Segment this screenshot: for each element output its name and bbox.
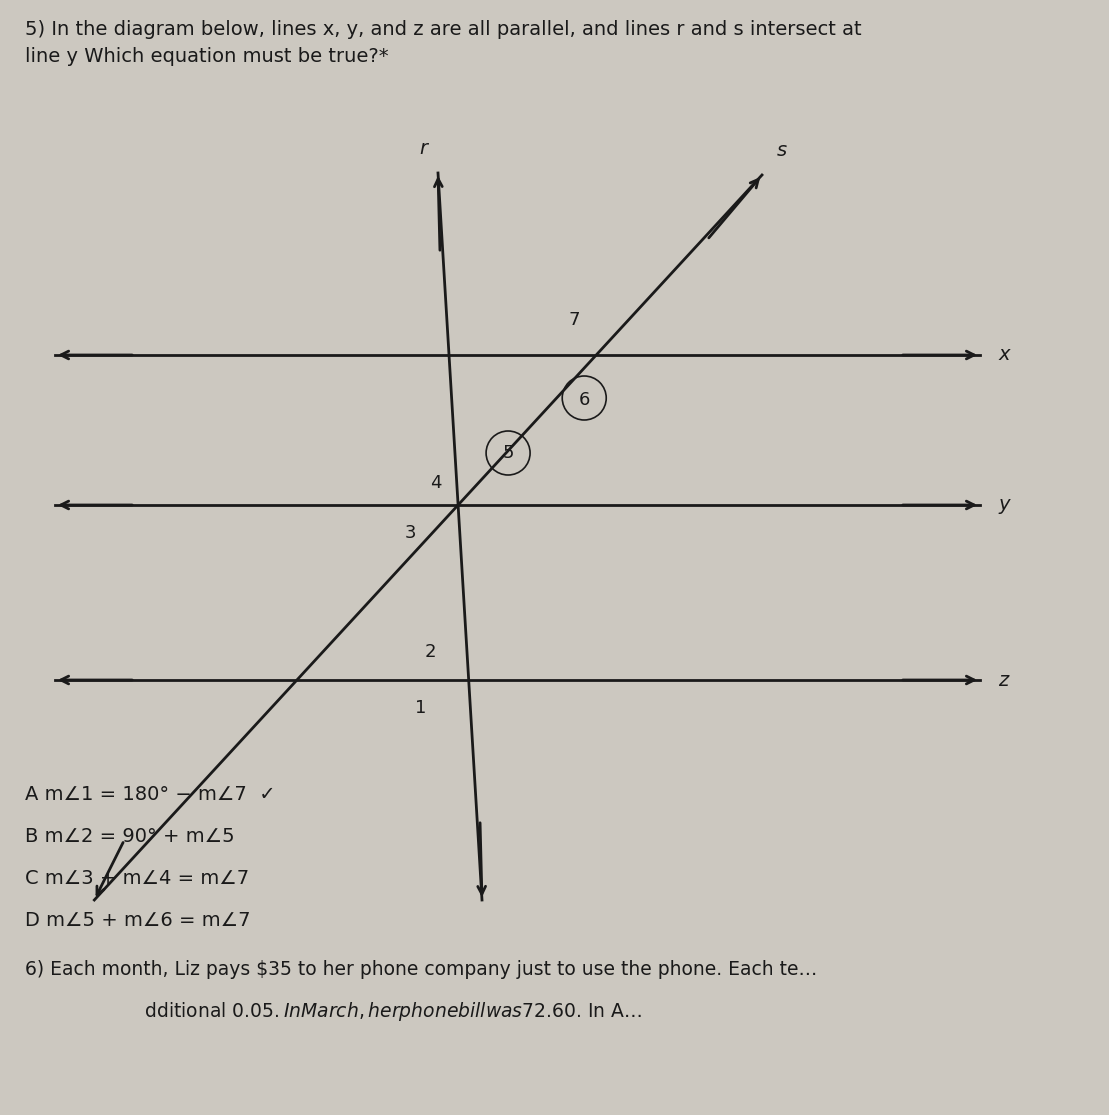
Text: 3: 3 (405, 524, 416, 542)
Text: 5: 5 (502, 444, 513, 462)
Text: 6) Each month, Liz pays $35 to her phone company just to use the phone. Each te…: 6) Each month, Liz pays $35 to her phone… (26, 960, 817, 979)
Bar (200, 316, 600, 1015)
Text: A m∠1 = 180° − m∠7  ✓: A m∠1 = 180° − m∠7 ✓ (26, 785, 276, 804)
Bar (289, 316, 690, 1015)
Bar (710, 316, 1109, 1015)
Text: 7: 7 (569, 311, 580, 329)
Text: D m∠5 + m∠6 = m∠7: D m∠5 + m∠6 = m∠7 (26, 911, 251, 930)
Text: C m∠3 + m∠4 = m∠7: C m∠3 + m∠4 = m∠7 (26, 869, 250, 888)
Bar (620, 316, 1020, 1015)
Text: 1: 1 (415, 699, 426, 717)
Bar (440, 316, 840, 1015)
Text: z: z (998, 670, 1008, 689)
Bar (590, 316, 990, 1015)
Bar (470, 316, 869, 1015)
Text: y: y (998, 495, 1009, 514)
Bar (680, 316, 1080, 1015)
Bar (380, 316, 780, 1015)
Bar (350, 316, 750, 1015)
Bar (530, 316, 930, 1015)
Text: dditional $0.05. In March, her phone bill was $72.60. In A…: dditional $0.05. In March, her phone bil… (26, 1000, 642, 1022)
Bar (650, 316, 1050, 1015)
Bar (500, 316, 901, 1015)
Bar (770, 316, 1109, 1015)
Text: 5) In the diagram below, lines x, y, and z are all parallel, and lines r and s i: 5) In the diagram below, lines x, y, and… (26, 20, 862, 66)
Text: 2: 2 (425, 643, 437, 661)
Bar (560, 316, 960, 1015)
Bar (321, 316, 720, 1015)
Bar (410, 316, 810, 1015)
Bar (740, 316, 1109, 1015)
Text: 6: 6 (579, 391, 590, 409)
Bar (260, 316, 660, 1015)
Text: s: s (777, 140, 787, 159)
Text: r: r (419, 139, 427, 158)
Text: x: x (998, 346, 1009, 365)
Bar (230, 316, 630, 1015)
Text: B m∠2 = 90° + m∠5: B m∠2 = 90° + m∠5 (26, 827, 235, 846)
Text: 4: 4 (430, 474, 441, 492)
